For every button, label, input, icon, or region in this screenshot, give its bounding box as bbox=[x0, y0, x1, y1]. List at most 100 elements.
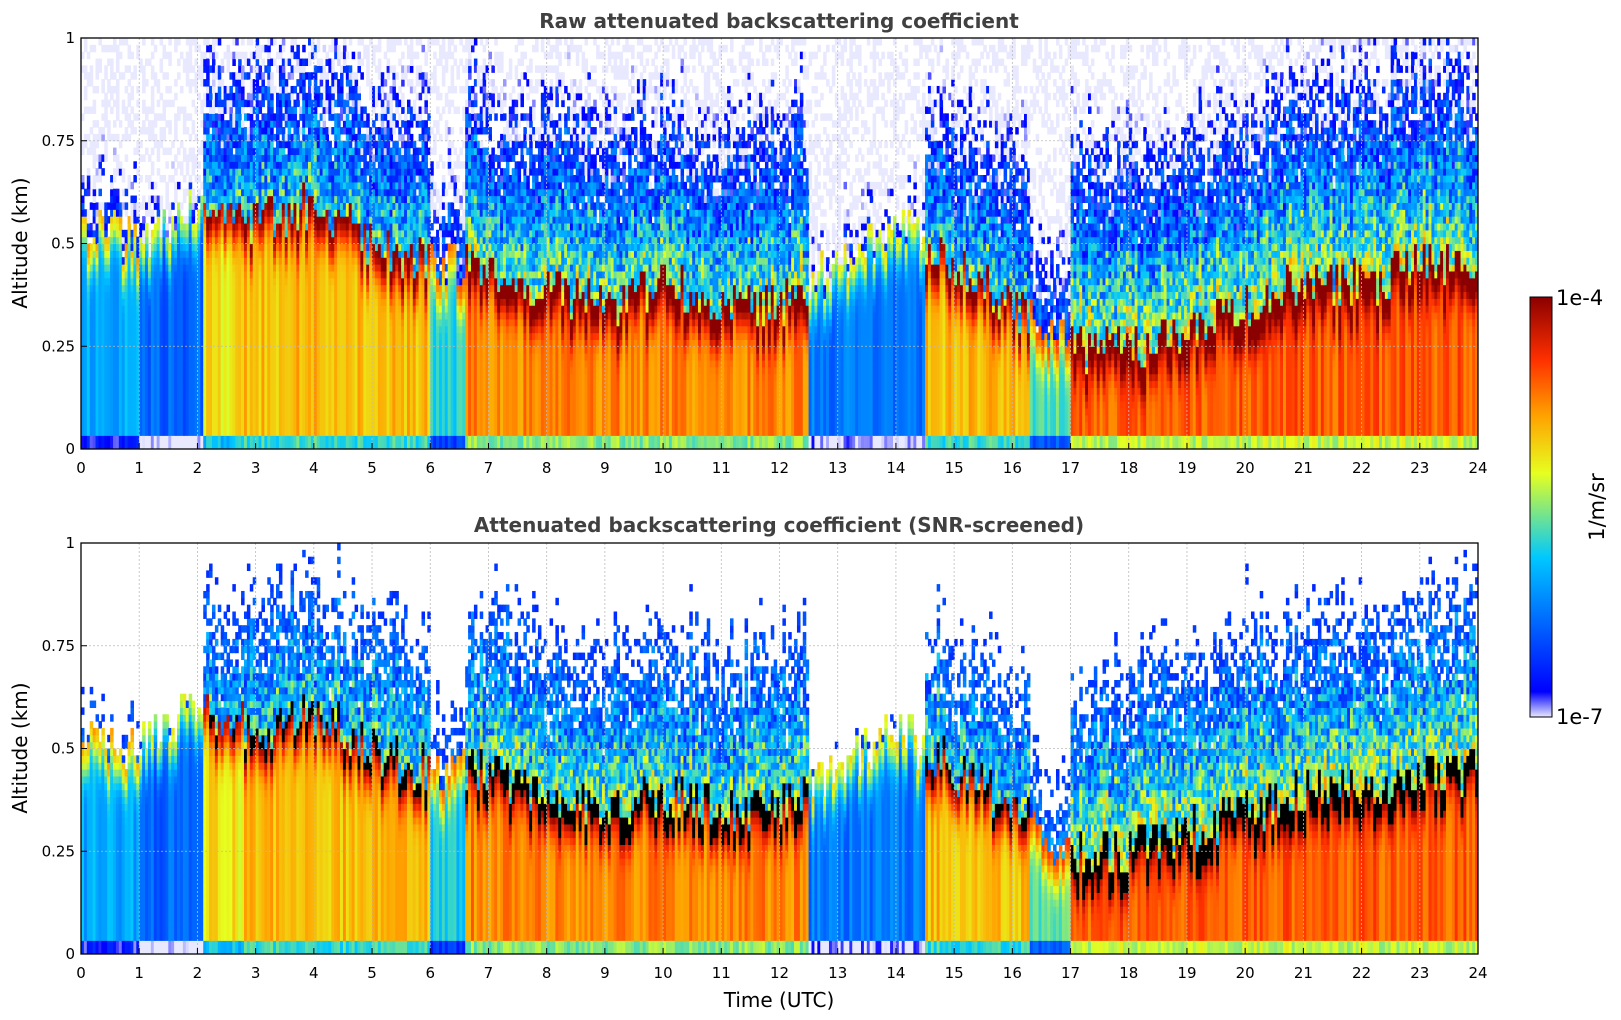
heatmap-cell bbox=[314, 79, 318, 86]
heatmap-cell bbox=[270, 79, 274, 86]
heatmap-cell bbox=[180, 141, 184, 148]
heatmap-cell bbox=[352, 127, 356, 134]
heatmap-cell bbox=[189, 113, 193, 120]
heatmap-cell bbox=[355, 79, 359, 86]
heatmap-cell bbox=[107, 127, 111, 134]
heatmap-cell bbox=[162, 113, 166, 120]
heatmap-cell bbox=[192, 189, 196, 196]
heatmap-cell bbox=[98, 59, 102, 66]
heatmap-cell bbox=[302, 86, 306, 93]
heatmap-cell bbox=[93, 148, 97, 155]
heatmap-cell bbox=[84, 237, 88, 244]
heatmap-cell bbox=[357, 65, 361, 72]
heatmap-cell bbox=[183, 120, 187, 127]
heatmap-cell bbox=[133, 127, 137, 134]
heatmap-cell bbox=[282, 127, 286, 134]
heatmap-cell bbox=[145, 237, 149, 244]
heatmap-cell bbox=[259, 107, 263, 114]
heatmap-cell bbox=[93, 189, 97, 196]
heatmap-cell bbox=[337, 45, 341, 52]
heatmap-cell bbox=[84, 38, 88, 45]
heatmap-cell bbox=[157, 100, 161, 107]
heatmap-cell bbox=[113, 72, 117, 79]
heatmap-cell bbox=[177, 148, 181, 155]
heatmap-cell bbox=[293, 113, 297, 120]
heatmap-cell bbox=[145, 250, 149, 257]
heatmap-cell bbox=[119, 209, 123, 216]
heatmap-cell bbox=[247, 72, 251, 79]
heatmap-cell bbox=[314, 113, 318, 120]
heatmap-cell bbox=[291, 72, 295, 79]
heatmap-cell bbox=[261, 100, 265, 107]
heatmap-cell bbox=[157, 79, 161, 86]
heatmap-cell bbox=[139, 175, 143, 182]
heatmap-cell bbox=[96, 120, 100, 127]
heatmap-cell bbox=[229, 148, 233, 155]
heatmap-cell bbox=[157, 209, 161, 216]
heatmap-cell bbox=[93, 45, 97, 52]
heatmap-cell bbox=[142, 196, 146, 203]
heatmap-cell bbox=[128, 113, 132, 120]
heatmap-cell bbox=[157, 223, 161, 230]
heatmap-cell bbox=[119, 141, 123, 148]
heatmap-cell bbox=[302, 79, 306, 86]
heatmap-cell bbox=[192, 127, 196, 134]
heatmap-cell bbox=[203, 52, 207, 59]
heatmap-cell bbox=[110, 182, 114, 189]
heatmap-cell bbox=[168, 38, 172, 45]
heatmap-cell bbox=[192, 148, 196, 155]
heatmap-cell bbox=[160, 59, 164, 66]
heatmap-cell bbox=[177, 209, 181, 216]
heatmap-cell bbox=[229, 107, 233, 114]
heatmap-cell bbox=[87, 182, 91, 189]
heatmap-cell bbox=[206, 127, 210, 134]
heatmap-cell bbox=[119, 52, 123, 59]
heatmap-cell bbox=[337, 59, 341, 66]
heatmap-cell bbox=[84, 65, 88, 72]
heatmap-cell bbox=[363, 175, 367, 182]
heatmap-cell bbox=[142, 72, 146, 79]
heatmap-cell bbox=[125, 209, 129, 216]
heatmap-cell bbox=[104, 107, 108, 114]
heatmap-cell bbox=[162, 134, 166, 141]
heatmap-cell bbox=[122, 168, 126, 175]
heatmap-cell bbox=[151, 168, 155, 175]
heatmap-cell bbox=[84, 86, 88, 93]
heatmap-cell bbox=[282, 72, 286, 79]
heatmap-cell bbox=[162, 209, 166, 216]
heatmap-cell bbox=[104, 65, 108, 72]
heatmap-cell bbox=[116, 65, 120, 72]
heatmap-cell bbox=[212, 79, 216, 86]
heatmap-cell bbox=[357, 86, 361, 93]
heatmap-cell bbox=[206, 72, 210, 79]
heatmap-cell bbox=[221, 59, 225, 66]
heatmap-cell bbox=[151, 93, 155, 100]
heatmap-cell bbox=[189, 45, 193, 52]
heatmap-cell bbox=[119, 250, 123, 257]
heatmap-cell bbox=[189, 134, 193, 141]
heatmap-cell bbox=[174, 93, 178, 100]
heatmap-cell bbox=[104, 230, 108, 237]
heatmap-cell bbox=[206, 79, 210, 86]
heatmap-cell bbox=[197, 161, 201, 168]
heatmap-cell bbox=[308, 79, 312, 86]
heatmap-cell bbox=[343, 45, 347, 52]
heatmap-cell bbox=[180, 202, 184, 209]
heatmap-cell bbox=[296, 120, 300, 127]
heatmap-cell bbox=[259, 52, 263, 59]
heatmap-cell bbox=[104, 72, 108, 79]
heatmap-cell bbox=[317, 38, 321, 45]
heatmap-cell bbox=[192, 65, 196, 72]
heatmap-cell bbox=[296, 134, 300, 141]
heatmap-cell bbox=[221, 113, 225, 120]
heatmap-cell bbox=[116, 134, 120, 141]
heatmap-cell bbox=[87, 189, 91, 196]
heatmap-cell bbox=[165, 230, 169, 237]
heatmap-cell bbox=[148, 154, 152, 161]
heatmap-cell bbox=[314, 107, 318, 114]
heatmap-cell bbox=[183, 148, 187, 155]
heatmap-cell bbox=[145, 79, 149, 86]
heatmap-cell bbox=[227, 45, 231, 52]
heatmap-cell bbox=[171, 202, 175, 209]
heatmap-cell bbox=[317, 120, 321, 127]
